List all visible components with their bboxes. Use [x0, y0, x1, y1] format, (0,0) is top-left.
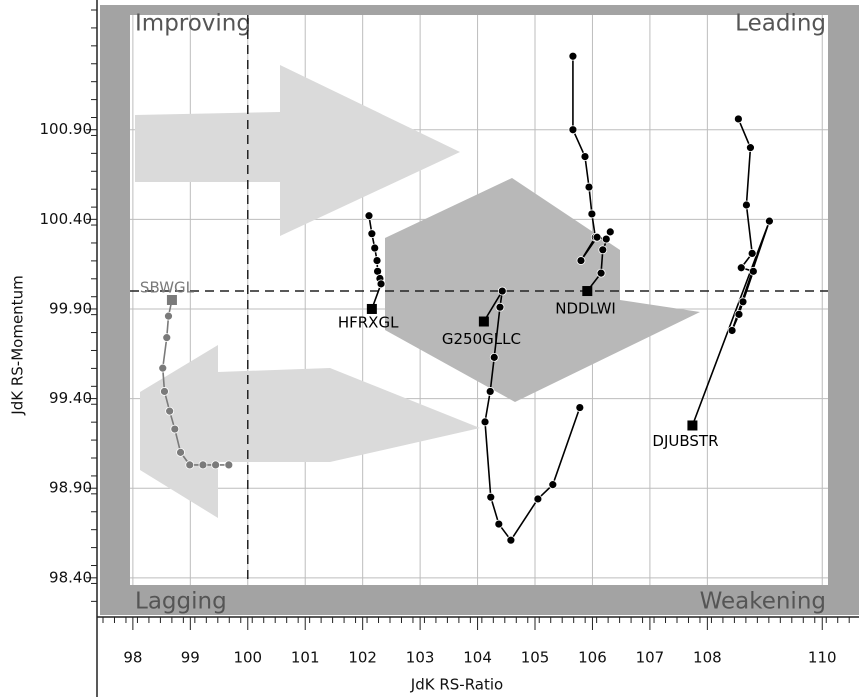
- series-point: [176, 447, 185, 457]
- quadrant-label: Improving: [135, 11, 251, 37]
- series-point: [485, 387, 495, 396]
- series-point: [601, 234, 611, 244]
- y-tick-label: 99.90: [49, 299, 92, 317]
- quadrant-label: Leading: [735, 11, 826, 37]
- x-axis-title: JdK RS-Ratio: [410, 676, 503, 694]
- series-head: [366, 303, 377, 314]
- series-point: [497, 286, 507, 296]
- x-tick-label: 101: [291, 649, 320, 667]
- series-point: [765, 216, 774, 226]
- series-point: [164, 311, 173, 321]
- series-point: [598, 245, 608, 255]
- arrow-weakening: [385, 178, 700, 402]
- series-point: [748, 266, 758, 276]
- series-point: [605, 227, 615, 237]
- series-point: [165, 406, 175, 416]
- series-point: [727, 326, 737, 335]
- x-tick-label: 98: [123, 649, 142, 667]
- x-tick-label: 103: [406, 649, 435, 667]
- series-point: [162, 333, 172, 343]
- series-point: [742, 200, 751, 210]
- arrow-lagging: [140, 345, 480, 518]
- series-point: [185, 460, 195, 470]
- x-tick-label: 108: [693, 649, 722, 667]
- series-name: G250GLLC: [442, 330, 521, 348]
- y-tick-label: 98.90: [49, 479, 92, 497]
- series-point: [747, 248, 757, 258]
- y-tick-label: 98.40: [49, 568, 92, 586]
- series-point: [568, 125, 578, 135]
- quadrant-label: Weakening: [700, 589, 826, 615]
- series-point: [486, 492, 496, 502]
- series-point: [495, 302, 505, 312]
- series-head: [478, 316, 489, 327]
- series-point: [733, 114, 743, 124]
- series-point: [211, 460, 220, 470]
- series-head: [687, 420, 698, 431]
- series-point: [370, 243, 380, 253]
- y-tick-label: 100.90: [40, 120, 93, 138]
- series-name: SBWGL: [140, 279, 195, 297]
- x-tick-label: 104: [463, 649, 492, 667]
- series-point: [494, 519, 504, 529]
- series-point: [548, 480, 558, 490]
- series-point: [734, 309, 744, 319]
- series-point: [580, 152, 590, 162]
- series-name: HFRXGL: [338, 313, 399, 331]
- x-tick-label: 107: [636, 649, 665, 667]
- series-name: NDDLWI: [555, 300, 616, 318]
- series-point: [158, 363, 168, 373]
- y-tick-label: 99.40: [49, 389, 92, 407]
- series-point: [575, 403, 585, 412]
- series-point: [596, 268, 606, 278]
- x-tick-label: 102: [348, 649, 377, 667]
- series-point: [568, 51, 578, 61]
- series-head: [166, 295, 177, 305]
- series-point: [198, 460, 208, 470]
- x-tick-label: 100: [233, 649, 262, 667]
- series-point: [372, 256, 382, 265]
- series-point: [584, 182, 594, 192]
- series-point: [592, 232, 602, 242]
- x-tick-label: 105: [521, 649, 550, 667]
- series-point: [364, 211, 374, 221]
- x-tick-label: 99: [181, 649, 200, 667]
- series-point: [489, 352, 499, 362]
- series-head: [582, 286, 593, 297]
- arrow-improving: [135, 65, 460, 236]
- series-point: [224, 460, 234, 470]
- series-point: [738, 297, 748, 307]
- series-point: [533, 494, 543, 504]
- x-tick-label: 106: [578, 649, 607, 667]
- series-point: [480, 417, 490, 427]
- series-point: [376, 279, 386, 289]
- x-tick-label: 110: [808, 649, 837, 667]
- series-point: [576, 256, 586, 265]
- series-point: [170, 424, 180, 434]
- series-point: [367, 229, 377, 239]
- y-axis-title: JdK RS-Momentum: [9, 275, 27, 415]
- series-point: [746, 143, 755, 153]
- series-name: DJUBSTR: [652, 432, 718, 450]
- y-tick-label: 100.40: [40, 210, 93, 228]
- series-point: [160, 387, 169, 396]
- quadrant-label: Lagging: [135, 589, 227, 615]
- series-point: [736, 263, 746, 273]
- series-point: [587, 209, 597, 219]
- series-point: [506, 535, 516, 545]
